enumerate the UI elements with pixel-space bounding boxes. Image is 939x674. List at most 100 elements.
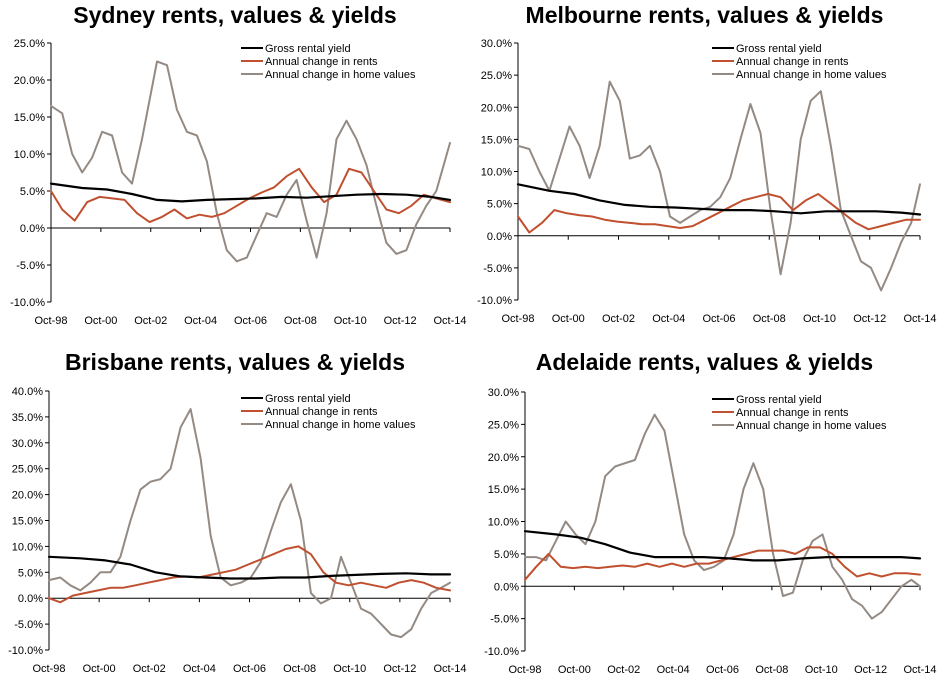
- x-tick-label: Oct-02: [133, 663, 166, 674]
- y-tick-label: 20.0%: [481, 102, 512, 114]
- y-tick-label: 20.0%: [488, 452, 519, 464]
- legend-label-rents: Annual change in rents: [265, 56, 378, 68]
- y-tick-label: 30.0%: [12, 438, 43, 450]
- melbourne-chart-panel: Melbourne rents, values & yields 30.0% 25…: [470, 0, 939, 337]
- y-tick-label: -5.0%: [483, 263, 512, 275]
- legend-label-rents: Annual change in rents: [265, 406, 378, 418]
- brisbane-chart: 40.0% 35.0% 30.0% 25.0% 20.0% 15.0% 10.0% 5.0% 0…: [8, 386, 466, 674]
- y-tick-label: 0.0%: [494, 581, 519, 593]
- y-tick-label: -5.0%: [16, 260, 45, 272]
- legend-label-yield: Gross rental yield: [265, 43, 351, 55]
- x-tick-label: Oct-08: [753, 313, 786, 325]
- y-tick-label: -10.0%: [10, 297, 45, 309]
- y-tick-label: 25.0%: [488, 419, 519, 431]
- x-tick-label: Oct-12: [853, 313, 886, 325]
- y-tick-label: 10.0%: [488, 517, 519, 529]
- series-line-yield: [47, 555, 452, 580]
- y-tick-label: -10.0%: [8, 645, 43, 657]
- x-tick-label: Oct-12: [383, 663, 416, 674]
- x-tick-label: Oct-12: [384, 315, 417, 327]
- y-tick-label: -5.0%: [14, 619, 43, 631]
- adelaide-chart: 30.0% 25.0% 20.0% 15.0% 10.0% 5.0% 0.0% -5.0% -1…: [484, 387, 936, 674]
- x-tick-label: Oct-98: [34, 315, 67, 327]
- y-tick-label: 5.0%: [20, 186, 45, 198]
- x-tick-label: Oct-14: [433, 663, 466, 674]
- x-tick-label: Oct-00: [83, 663, 116, 674]
- y-tick-label: 25.0%: [12, 464, 43, 476]
- legend-label-values: Annual change in home values: [736, 420, 887, 432]
- legend-label-values: Annual change in home values: [265, 69, 416, 81]
- adelaide-chart-panel: Adelaide rents, values & yields 30.0% 25.…: [470, 337, 939, 674]
- legend-label-rents: Annual change in rents: [736, 407, 849, 419]
- x-tick-label: Oct-06: [706, 664, 739, 674]
- y-tick-label: 0.0%: [18, 593, 43, 605]
- y-tick-label: -10.0%: [484, 646, 519, 658]
- x-tick-label: Oct-00: [84, 315, 117, 327]
- x-tick-label: Oct-04: [184, 315, 217, 327]
- series-line-values: [517, 80, 921, 292]
- x-tick-label: Oct-06: [702, 313, 735, 325]
- x-tick-label: Oct-10: [805, 664, 838, 674]
- series-line-values: [50, 60, 451, 263]
- x-tick-label: Oct-04: [183, 663, 216, 674]
- legend-label-rents: Annual change in rents: [736, 56, 849, 68]
- sydney-chart-panel: Sydney rents, values & yields 25.0% 20.0%…: [0, 0, 470, 337]
- x-tick-label: Oct-08: [283, 663, 316, 674]
- y-tick-label: 15.0%: [12, 516, 43, 528]
- x-tick-label: Oct-10: [334, 315, 367, 327]
- legend-label-yield: Gross rental yield: [736, 394, 822, 406]
- sydney-chart: 25.0% 20.0% 15.0% 10.0% 5.0% 0.0% -5.0% -10.0% O…: [10, 38, 466, 327]
- melbourne-chart: 30.0% 25.0% 20.0% 15.0% 10.0% 5.0% 0.0% -5.0% -1…: [477, 38, 936, 325]
- x-tick-label: Oct-98: [501, 313, 534, 325]
- adelaide-chart-title: Adelaide rents, values & yields: [535, 349, 874, 375]
- melbourne-chart-title: Melbourne rents, values & yields: [525, 2, 884, 28]
- legend-label-yield: Gross rental yield: [265, 393, 351, 405]
- legend-label-yield: Gross rental yield: [736, 43, 822, 55]
- x-tick-label: Oct-10: [333, 663, 366, 674]
- x-tick-label: Oct-14: [903, 664, 936, 674]
- y-tick-label: 5.0%: [494, 549, 519, 561]
- x-tick-label: Oct-98: [32, 663, 65, 674]
- x-tick-label: Oct-02: [602, 313, 635, 325]
- y-tick-label: 30.0%: [488, 387, 519, 399]
- x-tick-label: Oct-02: [607, 664, 640, 674]
- x-tick-label: Oct-06: [234, 315, 267, 327]
- brisbane-chart-panel: Brisbane rents, values & yields 40.0% 35.…: [0, 337, 470, 674]
- x-tick-label: Oct-02: [134, 315, 167, 327]
- x-tick-label: Oct-06: [233, 663, 266, 674]
- series-line-rents: [524, 546, 921, 581]
- legend-label-values: Annual change in home values: [736, 69, 887, 81]
- legend-label-values: Annual change in home values: [265, 419, 416, 431]
- series-line-rents: [517, 193, 921, 234]
- y-tick-label: -10.0%: [477, 295, 512, 307]
- y-tick-label: 0.0%: [20, 223, 45, 235]
- y-tick-label: 15.0%: [481, 134, 512, 146]
- sydney-chart-title: Sydney rents, values & yields: [73, 2, 397, 28]
- series-line-rents: [50, 167, 451, 224]
- x-tick-label: Oct-00: [552, 313, 585, 325]
- x-tick-label: Oct-14: [433, 315, 466, 327]
- y-tick-label: 35.0%: [12, 412, 43, 424]
- y-tick-label: 30.0%: [481, 38, 512, 50]
- x-tick-label: Oct-04: [652, 313, 685, 325]
- y-tick-label: 25.0%: [14, 38, 45, 50]
- x-tick-label: Oct-00: [558, 664, 591, 674]
- y-tick-label: 0.0%: [487, 231, 512, 243]
- brisbane-chart-title: Brisbane rents, values & yields: [64, 349, 406, 375]
- y-tick-label: 20.0%: [12, 490, 43, 502]
- series-line-yield: [49, 182, 452, 203]
- series-line-values: [48, 408, 451, 639]
- x-tick-label: Oct-98: [508, 664, 541, 674]
- y-tick-label: 15.0%: [14, 112, 45, 124]
- y-tick-label: 10.0%: [12, 541, 43, 553]
- y-tick-label: 5.0%: [487, 199, 512, 211]
- series-line-rents: [48, 545, 451, 604]
- x-tick-label: Oct-08: [284, 315, 317, 327]
- x-tick-label: Oct-10: [803, 313, 836, 325]
- y-tick-label: 10.0%: [14, 149, 45, 161]
- x-tick-label: Oct-14: [903, 313, 936, 325]
- series-line-yield: [516, 183, 922, 216]
- y-tick-label: 40.0%: [12, 386, 43, 398]
- series-line-yield: [523, 530, 922, 562]
- y-tick-label: -5.0%: [490, 614, 519, 626]
